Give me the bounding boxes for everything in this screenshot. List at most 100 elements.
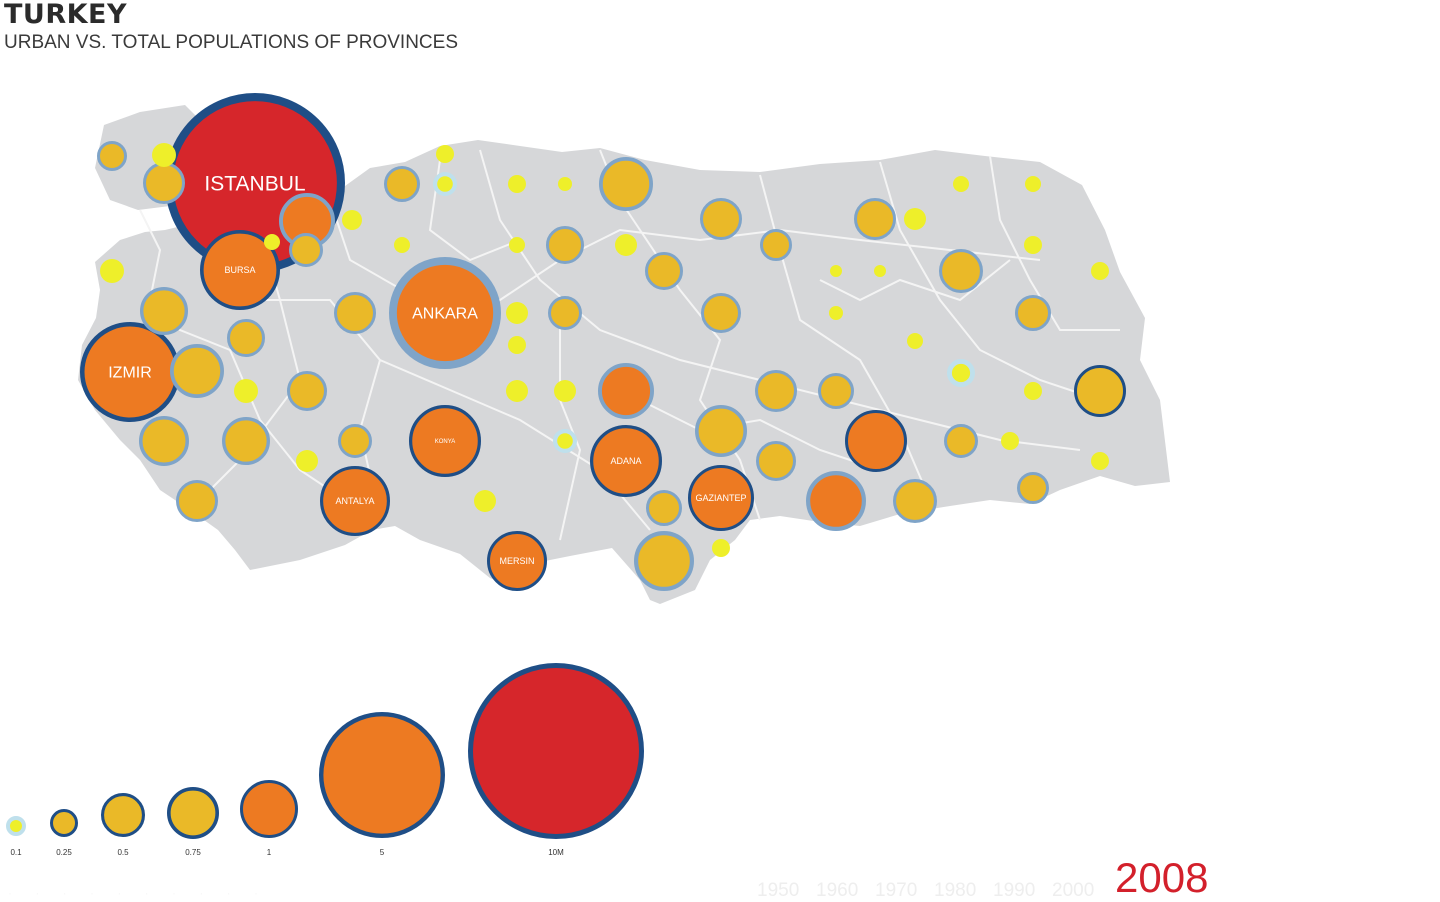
province-bubble: [338, 424, 372, 458]
province-bubble: [845, 410, 907, 472]
province-bubble: [944, 424, 978, 458]
legend-circle: [50, 809, 78, 837]
timeline-decade-1950[interactable]: 1950: [757, 880, 800, 901]
province-circle: [1091, 452, 1109, 470]
province-bubble: [1015, 295, 1051, 331]
province-circle: [509, 237, 525, 253]
province-circle: [633, 530, 694, 591]
timeline-decade-1990[interactable]: 1990: [993, 880, 1036, 901]
province-circle: [97, 141, 127, 171]
timeline-decade-1960[interactable]: 1960: [816, 880, 859, 901]
province-circle: [645, 252, 683, 290]
province-bubble: [892, 479, 937, 524]
province-circle: [508, 175, 526, 193]
province-circle: [695, 405, 748, 458]
province-circle: [342, 210, 362, 230]
province-bubble: [700, 198, 742, 240]
province-circle: [938, 249, 983, 294]
province-circle: [552, 429, 577, 454]
province-bubble: [221, 416, 270, 465]
province-circle: [474, 490, 496, 512]
city-bubble-izmir: IZMIR: [80, 322, 180, 422]
province-circle: [1015, 295, 1051, 331]
province-circle: [1017, 472, 1049, 504]
province-bubble: [506, 380, 528, 402]
timeline-decade-2000[interactable]: 2000: [1052, 880, 1095, 901]
province-circle: [944, 424, 978, 458]
province-circle: [599, 156, 654, 212]
province-bubble: [342, 210, 362, 230]
province-circle: [139, 286, 188, 335]
province-circle: [487, 531, 547, 591]
province-circle: [907, 333, 923, 349]
province-bubble: [760, 229, 792, 261]
city-bubble-bursa: BURSA: [200, 230, 281, 311]
province-bubble: [508, 336, 526, 354]
legend-label: 0.5: [117, 848, 129, 857]
city-label: KONYA: [435, 439, 456, 445]
province-bubble: [554, 380, 576, 402]
province-bubble: [1091, 452, 1109, 470]
province-bubble: [287, 371, 327, 411]
province-circle: [712, 539, 730, 557]
province-circle: [334, 292, 376, 334]
current-year: 2008: [1115, 854, 1209, 901]
province-bubble: [296, 450, 318, 472]
province-bubble: [947, 359, 976, 388]
province-circle: [287, 371, 327, 411]
timeline-decade-1980[interactable]: 1980: [934, 880, 977, 901]
province-bubble: [818, 373, 854, 409]
province-bubble: [264, 234, 280, 250]
legend-circle: [6, 816, 26, 836]
province-circle: [320, 466, 391, 537]
timeline-decade-1970[interactable]: 1970: [875, 880, 918, 901]
province-bubble: [907, 333, 923, 349]
province-circle: [152, 143, 176, 167]
province-circle: [1091, 262, 1109, 280]
province-bubble: [436, 145, 454, 163]
province-circle: [756, 441, 796, 481]
province-bubble: [1025, 176, 1041, 192]
province-bubble: [646, 490, 682, 526]
legend-item: 10M: [468, 663, 644, 857]
province-circle: [829, 306, 843, 320]
province-bubble: [474, 490, 496, 512]
legend-item: 0.75: [167, 787, 220, 857]
legend-circle: [319, 712, 446, 839]
legend-item: 5: [319, 712, 446, 857]
city-bubble-antalya: ANTALYA: [320, 466, 391, 537]
province-bubble: [953, 176, 969, 192]
page-title: TURKEY: [4, 0, 128, 30]
province-circle: [169, 344, 225, 399]
province-bubble: [598, 362, 655, 419]
province-bubble: [1024, 236, 1042, 254]
legend-circle: [101, 792, 145, 837]
province-circle: [408, 404, 481, 477]
province-circle: [558, 177, 572, 191]
city-label: ISTANBUL: [204, 172, 305, 195]
city-bubble-gaziantep: GAZIANTEP: [688, 465, 754, 531]
province-circle: [818, 373, 854, 409]
province-bubble: [227, 319, 265, 357]
city-bubble-ankara: ANKARA: [388, 256, 501, 369]
province-bubble: [1091, 262, 1109, 280]
province-circle: [289, 233, 323, 267]
province-bubble: [394, 237, 410, 253]
city-bubble-konya: KONYA: [408, 404, 481, 477]
province-bubble: [139, 416, 189, 466]
province-bubble: [334, 292, 376, 334]
city-label: ANKARA: [412, 306, 478, 323]
province-circle: [433, 172, 458, 197]
province-circle: [139, 416, 189, 466]
province-circle: [874, 265, 886, 277]
province-bubble: [546, 226, 584, 264]
province-bubble: [904, 208, 926, 230]
province-bubble: [1074, 365, 1126, 417]
province-bubble: [830, 265, 842, 277]
legend-item: 0.1: [6, 816, 26, 857]
province-bubble: [599, 156, 654, 212]
province-circle: [227, 319, 265, 357]
legend-label: 0.1: [10, 848, 22, 857]
province-circle: [688, 465, 754, 531]
province-circle: [1001, 432, 1019, 450]
